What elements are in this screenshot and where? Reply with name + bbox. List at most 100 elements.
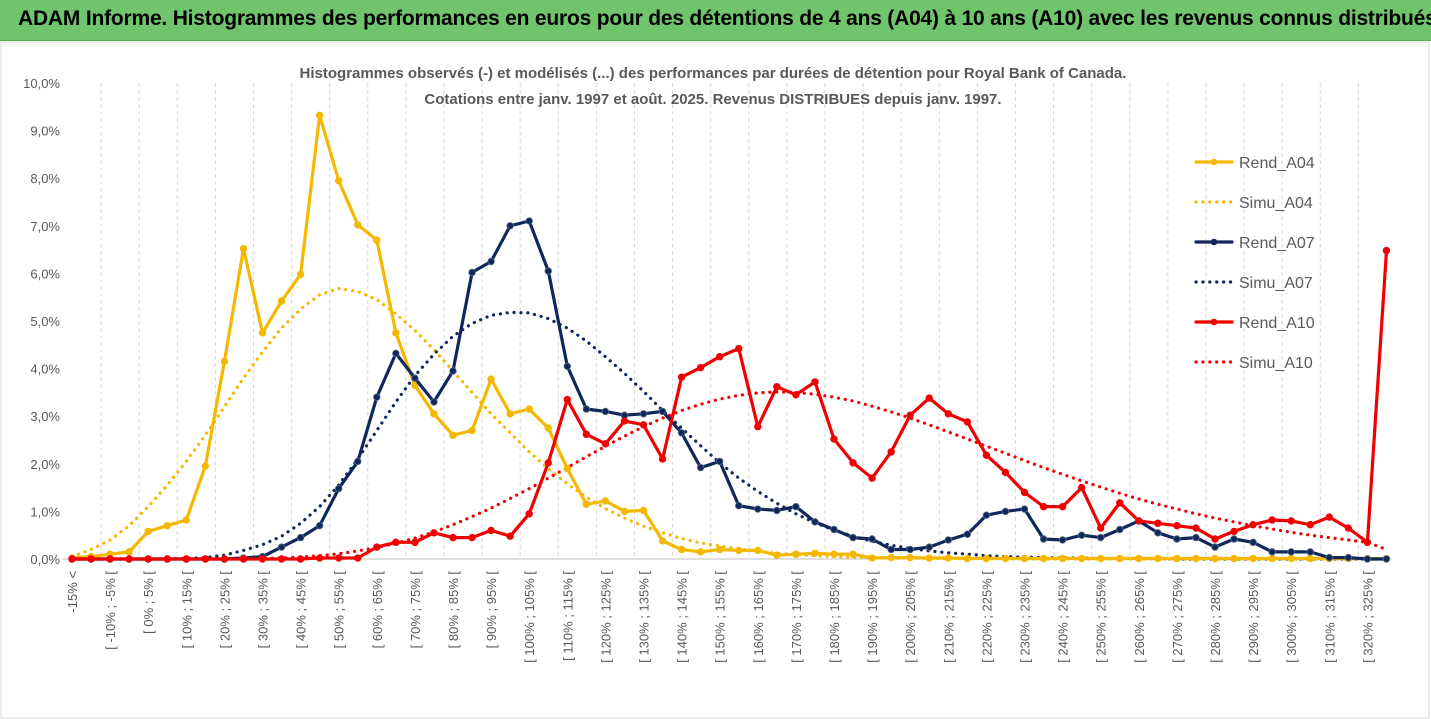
data-point-rend_a04 <box>506 410 514 418</box>
data-point-rend_a10 <box>201 555 210 563</box>
data-point-rend_a07 <box>449 367 457 375</box>
data-point-rend_a07 <box>849 533 857 542</box>
data-point-rend_a04 <box>716 545 724 554</box>
data-point-rend_a10 <box>906 411 914 419</box>
legend-label-rend_a10: Rend_A10 <box>1239 315 1315 332</box>
data-point-rend_a04 <box>315 111 324 120</box>
legend: Rend_A04 Simu_A04 Rend_A07 Simu_A07 Rend_A10… <box>1194 155 1315 372</box>
data-point-rend_a07 <box>811 518 819 526</box>
data-point-rend_a04 <box>1173 554 1181 563</box>
banner-title: ADAM Informe. Histogrammes des performan… <box>18 7 1431 30</box>
data-point-rend_a10 <box>1135 517 1143 525</box>
data-point-rend_a07 <box>1211 543 1219 551</box>
data-point-rend_a04 <box>201 462 210 470</box>
data-point-rend_a04 <box>1135 554 1143 563</box>
series-line-rend_a10 <box>70 249 1389 561</box>
data-point-rend_a10 <box>1116 499 1124 507</box>
data-point-rend_a10 <box>163 555 171 563</box>
data-point-rend_a10 <box>1173 521 1181 530</box>
legend-marker-rend_a04 <box>1210 158 1218 166</box>
data-point-rend_a10 <box>411 538 419 547</box>
data-point-rend_a04 <box>887 553 895 562</box>
data-point-rend_a07 <box>1001 507 1010 516</box>
x-tick-label: [ 70% ; 75% [ <box>408 571 423 649</box>
x-tick-label: [ 160% ; 165% [ <box>751 571 766 663</box>
data-point-rend_a10 <box>830 435 838 443</box>
data-point-rend_a10 <box>1306 521 1314 529</box>
data-point-rend_a04 <box>1249 554 1257 563</box>
y-tick-label: 2,0% <box>30 457 60 472</box>
data-point-rend_a07 <box>868 535 876 543</box>
x-tick-label: [ 130% ; 135% [ <box>637 571 652 663</box>
data-point-rend_a10 <box>620 417 629 425</box>
data-point-rend_a04 <box>620 507 629 516</box>
data-point-rend_a07 <box>1192 533 1200 542</box>
y-tick-label: 3,0% <box>30 409 60 424</box>
data-point-rend_a10 <box>1058 502 1067 511</box>
data-point-rend_a07 <box>296 533 305 542</box>
data-point-rend_a07 <box>354 457 362 466</box>
data-point-rend_a10 <box>1287 517 1295 525</box>
data-point-rend_a07 <box>1020 505 1029 513</box>
data-point-rend_a10 <box>1039 502 1048 511</box>
y-tick-label: 4,0% <box>30 362 60 377</box>
data-point-rend_a04 <box>392 329 400 337</box>
data-point-rend_a07 <box>487 257 495 266</box>
data-point-rend_a10 <box>868 474 876 482</box>
data-point-rend_a07 <box>1325 553 1333 562</box>
y-tick-label: 7,0% <box>30 219 60 234</box>
x-tick-label: [ 300% ; 305% [ <box>1284 571 1299 663</box>
data-point-rend_a10 <box>887 448 895 456</box>
x-tick-label: [ 320% ; 325% [ <box>1360 571 1375 663</box>
data-point-rend_a10 <box>925 394 933 402</box>
y-tick-label: 8,0% <box>30 171 60 186</box>
data-point-rend_a10 <box>487 526 495 535</box>
data-point-rend_a04 <box>1287 554 1295 563</box>
data-point-rend_a07 <box>773 506 781 515</box>
data-point-rend_a10 <box>68 555 76 563</box>
x-tick-label: [ 60% ; 65% [ <box>370 571 385 649</box>
data-point-rend_a10 <box>1249 521 1257 529</box>
data-point-rend_a04 <box>144 527 152 536</box>
data-point-rend_a07 <box>525 217 533 225</box>
data-point-rend_a10 <box>335 554 343 562</box>
data-point-rend_a10 <box>430 529 438 537</box>
data-point-rend_a07 <box>1173 535 1181 543</box>
data-point-rend_a07 <box>830 525 838 534</box>
data-point-rend_a07 <box>887 545 895 554</box>
x-tick-label: [ 30% ; 35% [ <box>256 571 271 649</box>
data-point-rend_a07 <box>335 484 343 493</box>
data-point-rend_a04 <box>525 405 533 413</box>
data-point-rend_a10 <box>792 391 800 399</box>
x-tick-label: [ -10% ; -5% [ <box>103 571 118 650</box>
series-line-simu_a04 <box>70 287 1389 561</box>
chart-title: Histogrammes observés (-) et modélisés (… <box>300 65 1127 82</box>
data-point-rend_a07 <box>906 545 914 554</box>
x-tick-label: [ 200% ; 205% [ <box>903 571 918 663</box>
legend-label-simu_a04: Simu_A04 <box>1239 195 1313 212</box>
data-point-rend_a04 <box>735 546 743 555</box>
data-point-rend_a04 <box>373 236 381 244</box>
data-point-rend_a04 <box>811 549 819 557</box>
data-point-rend_a07 <box>1249 538 1257 547</box>
y-tick-label: 6,0% <box>30 266 60 281</box>
data-point-rend_a04 <box>1211 554 1219 563</box>
data-point-rend_a04 <box>1058 554 1067 563</box>
data-point-rend_a10 <box>354 554 362 562</box>
data-point-rend_a10 <box>1020 488 1029 497</box>
x-tick-label: -15% < <box>65 571 80 613</box>
data-point-rend_a10 <box>544 459 552 467</box>
data-point-rend_a04 <box>239 244 248 253</box>
x-tick-label: [ 10% ; 15% [ <box>179 571 194 649</box>
legend-label-rend_a07: Rend_A07 <box>1239 235 1315 252</box>
data-point-rend_a10 <box>1363 538 1372 547</box>
data-point-rend_a07 <box>639 410 648 418</box>
data-point-rend_a07 <box>1268 548 1276 556</box>
data-point-rend_a04 <box>906 553 914 562</box>
data-point-rend_a04 <box>792 550 800 558</box>
data-point-rend_a07 <box>277 543 286 551</box>
data-point-rend_a04 <box>563 464 571 473</box>
x-tick-label: [ 210% ; 215% [ <box>941 571 956 663</box>
data-point-rend_a10 <box>754 422 762 431</box>
data-point-rend_a07 <box>982 511 991 519</box>
